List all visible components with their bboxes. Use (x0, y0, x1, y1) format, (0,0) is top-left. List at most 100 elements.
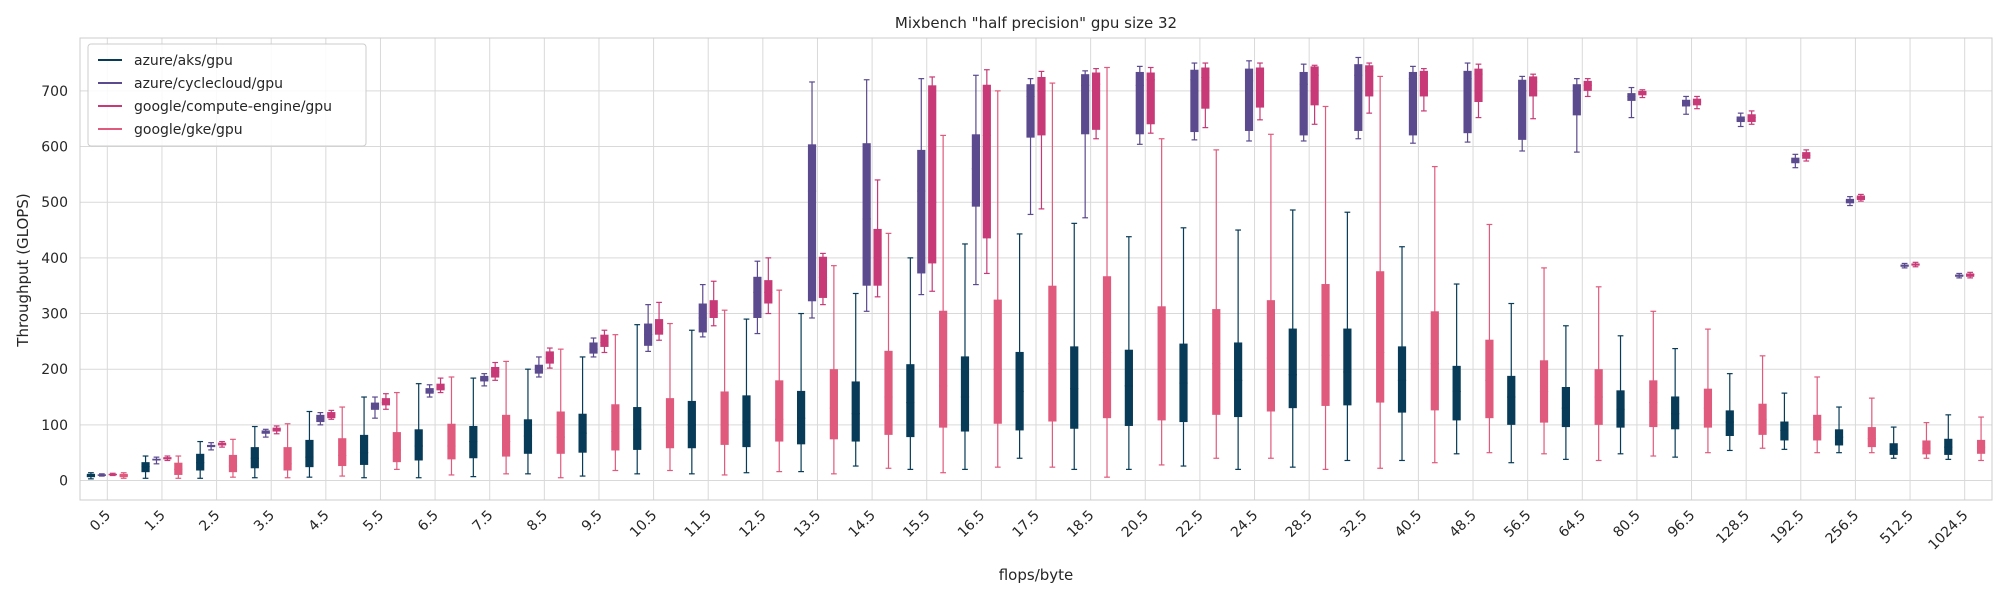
box (414, 429, 423, 461)
box (1102, 276, 1112, 419)
box-azure-cyclecloud-gpu-9.5 (589, 337, 598, 358)
x-tick-label: 6.5 (415, 508, 442, 535)
box (1485, 339, 1494, 419)
x-tick-label: 1024.5 (1926, 508, 1972, 554)
box-google-compute-engine-gpu-18.5 (1091, 68, 1101, 140)
box (1146, 72, 1155, 125)
box-azure-cyclecloud-gpu-80.5 (1627, 86, 1636, 119)
box-google-compute-engine-gpu-17.5 (1037, 70, 1046, 210)
box (906, 364, 915, 438)
legend-entry: google/compute-engine/gpu (134, 99, 332, 115)
box (502, 414, 511, 457)
box-google-compute-engine-gpu-8.5 (545, 347, 554, 369)
box-google-gke-gpu-13.5 (829, 265, 838, 475)
x-tick-label: 18.5 (1064, 508, 1097, 541)
box-azure-aks-gpu-16.5 (960, 243, 970, 470)
box (1791, 157, 1800, 164)
box-azure-cyclecloud-gpu-3.5 (261, 428, 270, 438)
box (1736, 116, 1745, 123)
box (381, 398, 391, 406)
box-azure-aks-gpu-40.5 (1397, 246, 1407, 462)
box-google-gke-gpu-48.5 (1485, 223, 1494, 454)
y-tick-label: 200 (41, 362, 68, 378)
box-google-gke-gpu-11.5 (720, 309, 729, 476)
box (1244, 68, 1254, 131)
legend-entry: azure/cyclecloud/gpu (134, 76, 283, 92)
box-azure-aks-gpu-56.5 (1507, 302, 1516, 464)
box-azure-cyclecloud-gpu-2.5 (207, 442, 216, 451)
box (1529, 76, 1538, 97)
box (545, 351, 554, 364)
box-google-compute-engine-gpu-0.5 (108, 472, 117, 477)
box-azure-aks-gpu-17.5 (1015, 233, 1024, 459)
box-azure-cyclecloud-gpu-256.5 (1845, 196, 1855, 207)
x-tick-label: 16.5 (955, 508, 988, 541)
box-azure-aks-gpu-128.5 (1725, 373, 1734, 452)
legend: azure/aks/gpu azure/cyclecloud/gpu google/… (87, 43, 367, 147)
box (829, 369, 838, 440)
box (633, 407, 642, 450)
box-azure-cyclecloud-gpu-40.5 (1408, 65, 1418, 144)
x-tick-label: 12.5 (736, 508, 769, 541)
box-azure-cyclecloud-gpu-32.5 (1354, 56, 1363, 140)
box (359, 434, 369, 465)
x-tick-label: 9.5 (579, 508, 606, 535)
box-google-compute-engine-gpu-256.5 (1856, 193, 1865, 202)
box-google-gke-gpu-256.5 (1867, 397, 1876, 454)
box (436, 383, 445, 391)
box (228, 454, 238, 473)
box-google-gke-gpu-7.5 (502, 360, 511, 475)
box (1321, 284, 1330, 406)
y-tick-label: 400 (41, 251, 68, 267)
box-azure-cyclecloud-gpu-5.5 (370, 396, 380, 419)
box (1463, 70, 1472, 134)
box (982, 84, 991, 239)
box-google-compute-engine-gpu-14.5 (873, 179, 882, 298)
x-tick-label: 192.5 (1768, 508, 1808, 548)
x-tick-label: 28.5 (1283, 508, 1316, 541)
box-google-compute-engine-gpu-192.5 (1802, 149, 1811, 162)
x-tick-label: 64.5 (1556, 508, 1589, 541)
box-azure-cyclecloud-gpu-64.5 (1572, 78, 1581, 153)
box-google-gke-gpu-1.5 (174, 455, 183, 479)
x-tick-label: 17.5 (1009, 508, 1042, 541)
x-tick-label: 10.5 (627, 508, 660, 541)
box (1255, 67, 1265, 108)
box-azure-cyclecloud-gpu-192.5 (1791, 153, 1800, 169)
box (1627, 93, 1636, 101)
box (611, 404, 620, 451)
y-axis-label: Throughput (GLOPS) (14, 193, 32, 347)
box-azure-cyclecloud-gpu-7.5 (480, 373, 489, 387)
x-tick-label: 1.5 (142, 508, 169, 535)
y-tick-label: 100 (41, 418, 68, 434)
box-google-gke-gpu-64.5 (1594, 286, 1603, 462)
box (589, 342, 598, 354)
box-azure-cyclecloud-gpu-128.5 (1736, 112, 1745, 128)
box (960, 356, 970, 432)
box-google-gke-gpu-192.5 (1813, 376, 1822, 454)
x-tick-label: 128.5 (1713, 508, 1753, 548)
box-azure-aks-gpu-512.5 (1889, 426, 1898, 459)
box (1518, 79, 1527, 140)
box (1234, 342, 1243, 418)
box-google-compute-engine-gpu-12.5 (764, 257, 773, 315)
box-google-compute-engine-gpu-2.5 (217, 440, 227, 448)
x-tick-label: 4.5 (306, 508, 333, 535)
box (807, 144, 817, 302)
box (928, 85, 937, 264)
box-google-compute-engine-gpu-16.5 (982, 69, 991, 275)
box (1376, 271, 1385, 403)
box-google-compute-engine-gpu-56.5 (1529, 73, 1538, 120)
box-google-compute-engine-gpu-7.5 (491, 361, 500, 381)
box (1135, 71, 1144, 135)
box (1889, 443, 1898, 455)
box-google-compute-engine-gpu-13.5 (818, 252, 828, 306)
box-azure-aks-gpu-96.5 (1671, 347, 1680, 458)
box-azure-cyclecloud-gpu-20.5 (1135, 65, 1144, 145)
chart-title: Mixbench "half precision" gpu size 32 (895, 14, 1177, 32)
box (1124, 349, 1133, 426)
box-google-gke-gpu-40.5 (1430, 165, 1439, 464)
box (261, 430, 270, 434)
box-azure-aks-gpu-48.5 (1452, 283, 1461, 455)
